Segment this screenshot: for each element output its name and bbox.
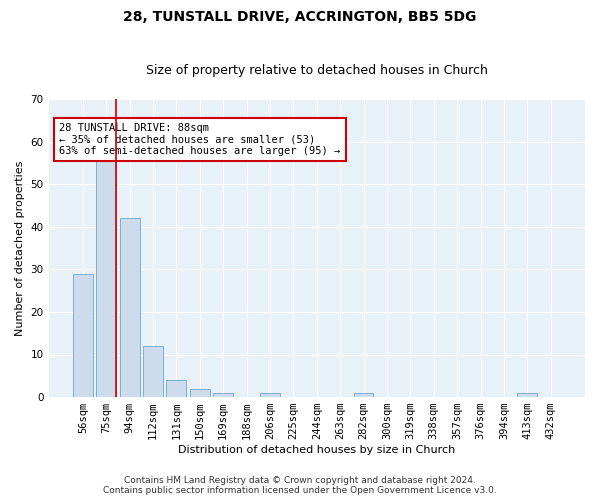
Bar <box>73 274 93 397</box>
Title: Size of property relative to detached houses in Church: Size of property relative to detached ho… <box>146 64 488 77</box>
Bar <box>166 380 187 397</box>
Bar <box>120 218 140 397</box>
Text: 28, TUNSTALL DRIVE, ACCRINGTON, BB5 5DG: 28, TUNSTALL DRIVE, ACCRINGTON, BB5 5DG <box>124 10 476 24</box>
Text: Contains HM Land Registry data © Crown copyright and database right 2024.
Contai: Contains HM Land Registry data © Crown c… <box>103 476 497 495</box>
Y-axis label: Number of detached properties: Number of detached properties <box>15 160 25 336</box>
Bar <box>260 393 280 397</box>
Bar <box>190 388 210 397</box>
Bar <box>517 393 537 397</box>
X-axis label: Distribution of detached houses by size in Church: Distribution of detached houses by size … <box>178 445 455 455</box>
Text: 28 TUNSTALL DRIVE: 88sqm
← 35% of detached houses are smaller (53)
63% of semi-d: 28 TUNSTALL DRIVE: 88sqm ← 35% of detach… <box>59 123 341 156</box>
Bar <box>143 346 163 397</box>
Bar <box>353 393 373 397</box>
Bar <box>97 150 116 397</box>
Bar <box>213 393 233 397</box>
